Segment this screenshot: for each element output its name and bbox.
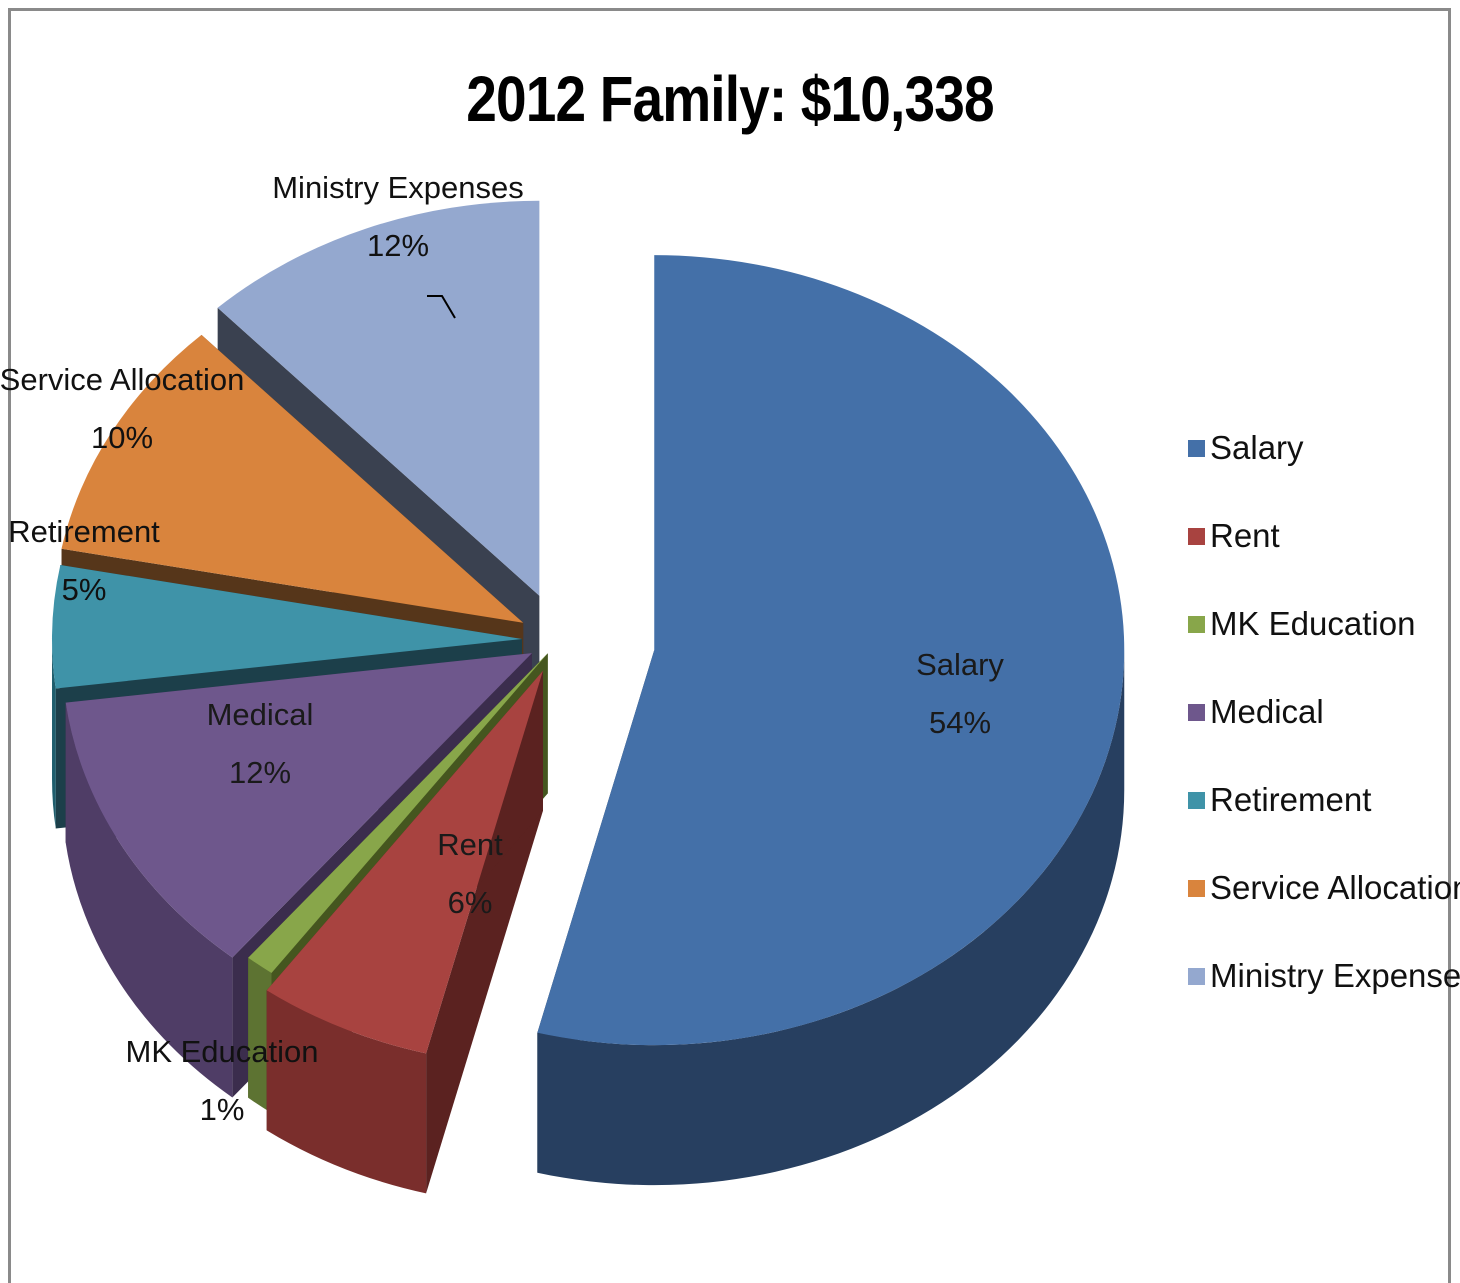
legend-label: Salary: [1210, 429, 1304, 466]
data-label-value: 10%: [91, 420, 153, 455]
data-label-name: Retirement: [8, 514, 160, 549]
legend-swatch: [1188, 968, 1205, 985]
slice-side: [248, 957, 272, 1113]
data-label-name: Ministry Expenses: [272, 170, 524, 205]
legend-label: Ministry Expenses: [1210, 957, 1460, 994]
data-label-name: Medical: [207, 697, 314, 732]
slice-top: [248, 653, 548, 973]
legend-label: Retirement: [1210, 781, 1372, 818]
slice-side: [266, 990, 427, 1194]
legend-label: Service Allocation: [1210, 869, 1460, 906]
data-label-value: 54%: [929, 705, 991, 740]
slice-top: [537, 255, 1125, 1046]
data-label-value: 5%: [62, 572, 107, 607]
data-label-value: 1%: [200, 1092, 245, 1127]
legend-label: MK Education: [1210, 605, 1416, 642]
data-label-name: Salary: [916, 647, 1004, 682]
legend-swatch: [1188, 792, 1205, 809]
legend-label: Medical: [1210, 693, 1324, 730]
data-label-value: 6%: [448, 885, 493, 920]
data-label-name: MK Education: [126, 1034, 319, 1069]
data-label-name: Service Allocation: [0, 362, 244, 397]
slice-top: [65, 653, 532, 958]
slice-side: [537, 650, 1125, 1186]
legend-swatch: [1188, 880, 1205, 897]
slice-side: [52, 638, 56, 829]
legend-swatch: [1188, 528, 1205, 545]
slice-top: [266, 670, 543, 1054]
legend-swatch: [1188, 440, 1205, 457]
data-label-value: 12%: [229, 755, 291, 790]
legend-label: Rent: [1210, 517, 1280, 554]
data-label-value: 12%: [367, 228, 429, 263]
chart-title: 2012 Family: $10,338: [466, 63, 994, 135]
leader-line: [427, 295, 456, 319]
slice-rent: [266, 670, 543, 1194]
slice-top: [217, 200, 540, 596]
legend-swatch: [1188, 616, 1205, 633]
slice-salary: [537, 255, 1125, 1186]
data-label-name: Rent: [437, 827, 503, 862]
slice-side: [65, 702, 233, 1098]
legend-swatch: [1188, 704, 1205, 721]
slice-top: [52, 564, 523, 689]
slice-top: [61, 334, 524, 623]
